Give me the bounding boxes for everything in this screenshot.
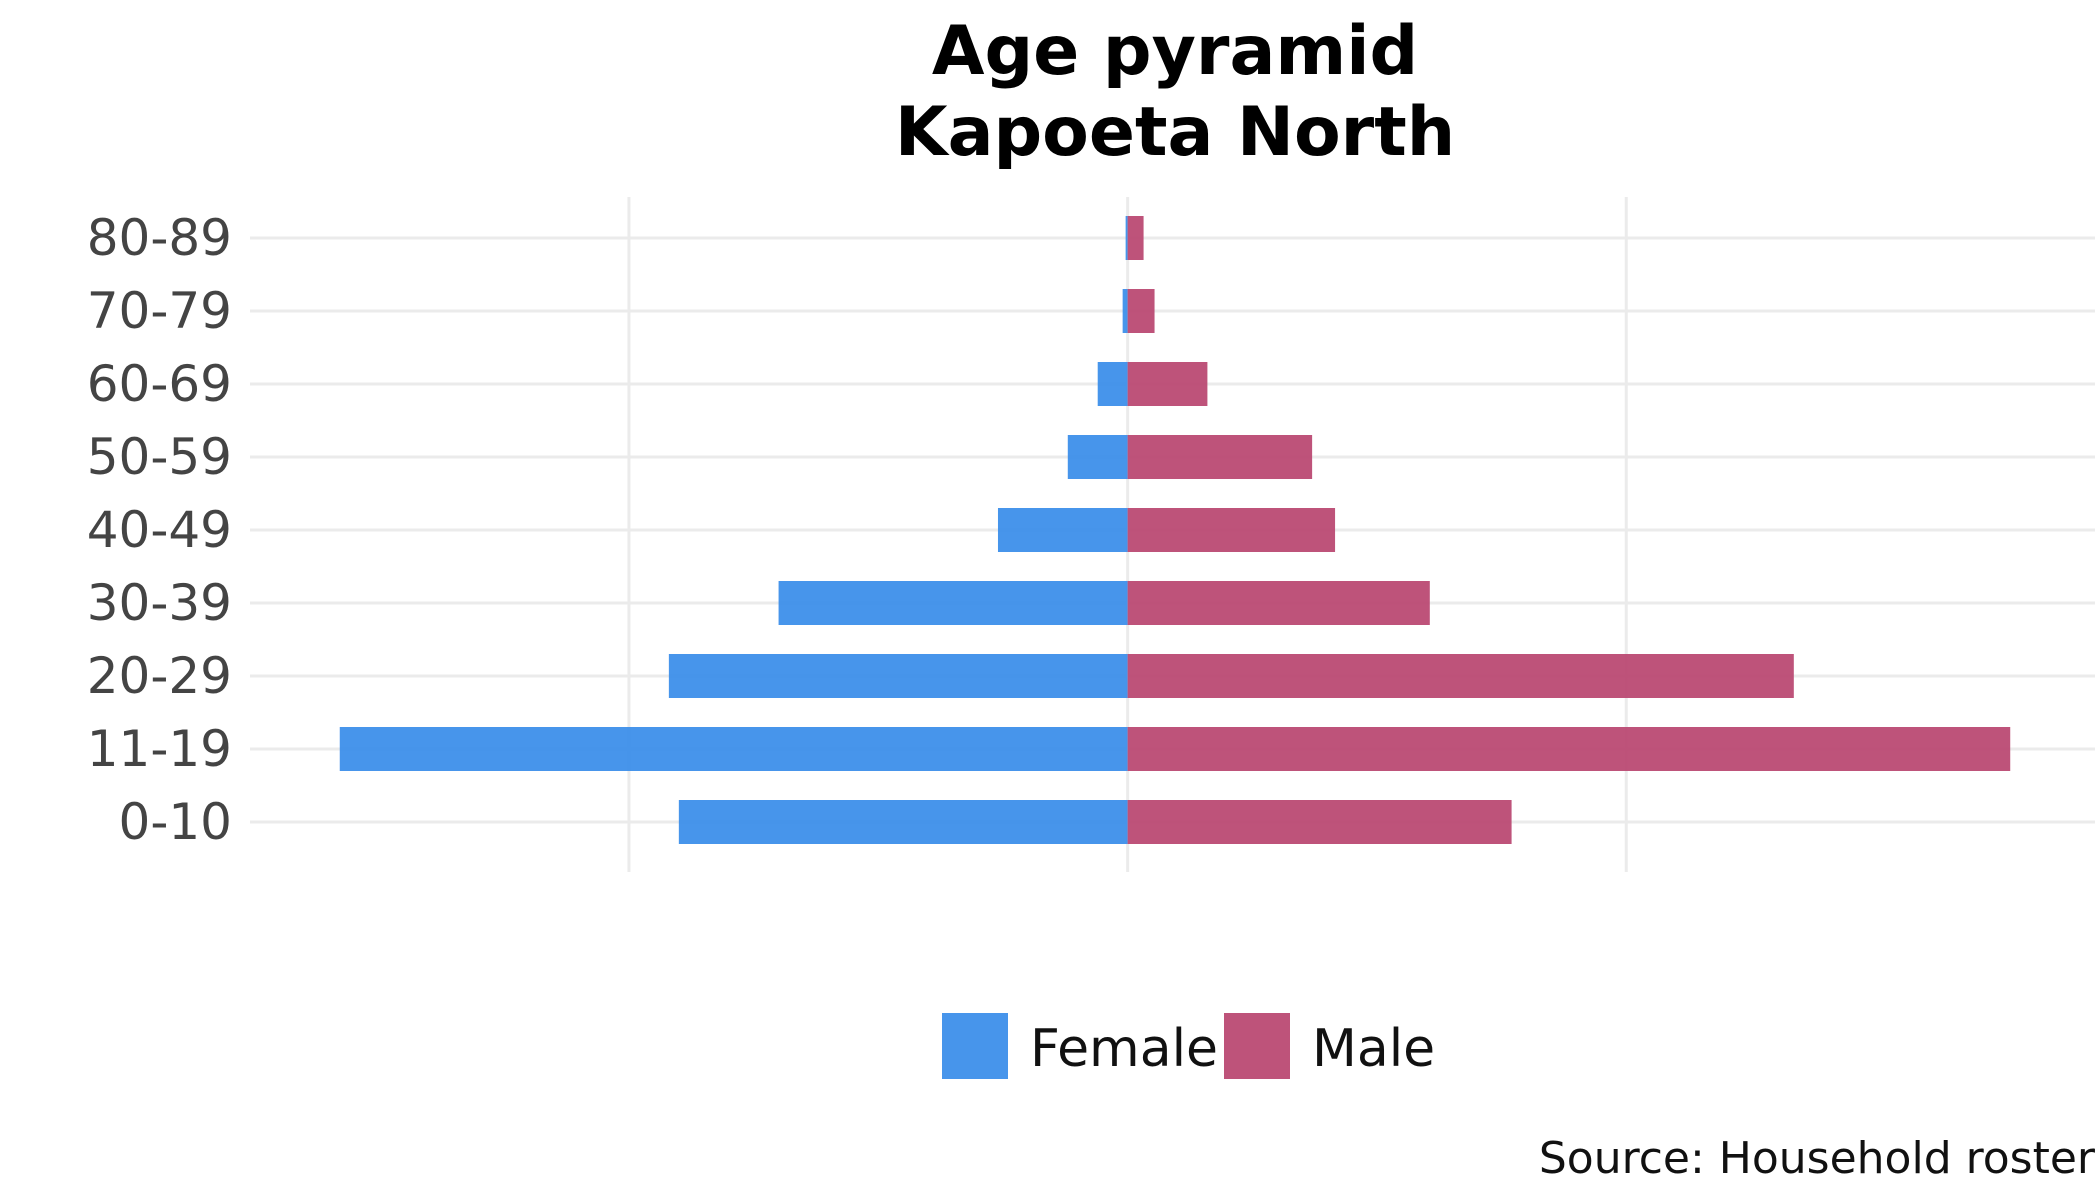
chart-subtitle: Kapoeta North	[895, 93, 1455, 172]
y-tick-label: 20-29	[87, 647, 232, 705]
y-tick-label: 11-19	[87, 720, 232, 778]
bar-female-40-49	[997, 508, 1128, 552]
y-tick-label: 80-89	[87, 209, 232, 267]
legend-label-male: Male	[1312, 1019, 1435, 1079]
bar-male-70-79	[1127, 289, 1155, 333]
bar-male-60-69	[1127, 362, 1208, 406]
bar-male-0-10	[1127, 800, 1512, 844]
y-tick-label: 70-79	[87, 282, 232, 340]
bar-male-80-89	[1127, 216, 1144, 260]
chart-title: Age pyramid	[932, 12, 1418, 91]
legend-label-female: Female	[1030, 1019, 1218, 1079]
chart-caption: Source: Household roster	[1539, 1133, 2096, 1184]
bar-female-70-79	[1122, 289, 1128, 333]
y-tick-label: 0-10	[119, 793, 232, 851]
bar-female-60-69	[1097, 362, 1128, 406]
bar-male-11-19	[1127, 727, 2011, 771]
bar-female-0-10	[678, 800, 1128, 844]
bar-female-50-59	[1067, 435, 1128, 479]
bar-male-40-49	[1127, 508, 1336, 552]
bar-layer	[339, 216, 2011, 844]
bar-female-80-89	[1125, 216, 1128, 260]
legend-key-male	[1224, 1013, 1290, 1079]
legend-key-female	[942, 1013, 1008, 1079]
y-tick-label: 30-39	[87, 574, 232, 632]
y-tick-label: 60-69	[87, 355, 232, 413]
bar-female-20-29	[668, 654, 1128, 698]
bar-female-11-19	[339, 727, 1128, 771]
y-axis-ticks: 0-10 11-19 20-29 30-39 40-49 50-59 60-69 70-79 8…	[87, 209, 232, 851]
legend: Female Male	[942, 1013, 1435, 1079]
bar-female-30-39	[778, 581, 1128, 625]
bar-male-50-59	[1127, 435, 1313, 479]
bar-male-30-39	[1127, 581, 1430, 625]
bar-male-20-29	[1127, 654, 1794, 698]
y-tick-label: 40-49	[87, 501, 232, 559]
y-tick-label: 50-59	[87, 428, 232, 486]
